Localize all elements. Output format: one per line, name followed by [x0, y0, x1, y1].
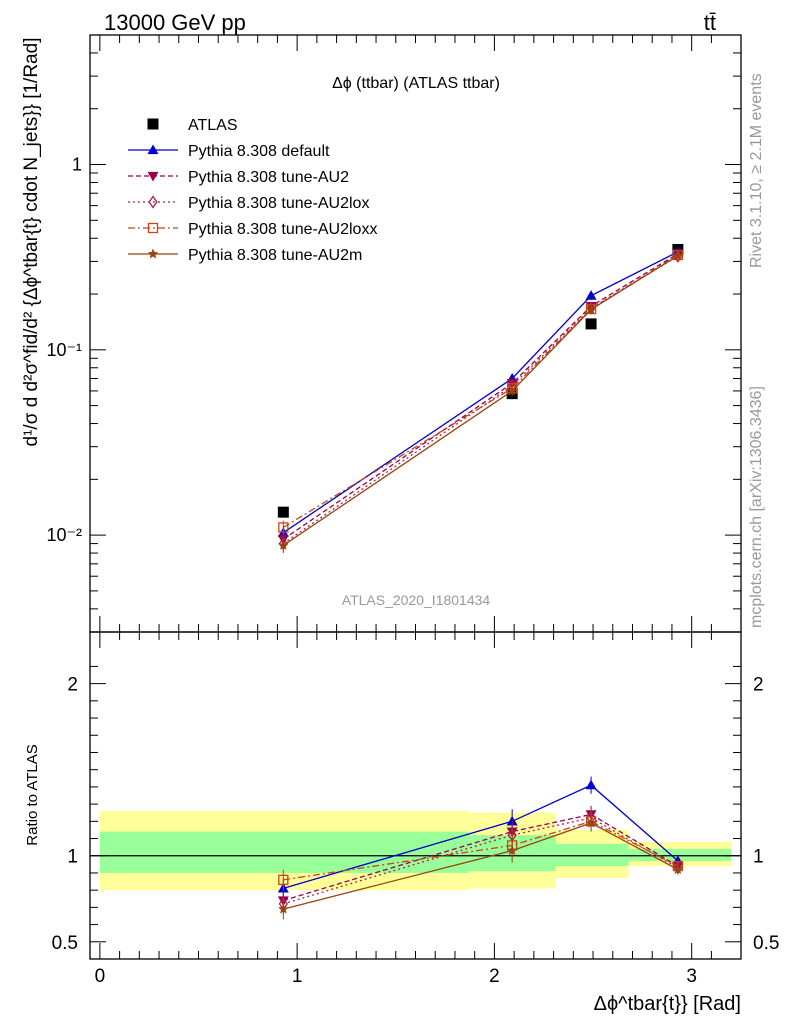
ratio-data-point [585, 817, 597, 828]
main-panel-ticks: 10⁻² 10⁻¹ 1 [46, 34, 741, 633]
ratio-data-point [278, 874, 289, 885]
ratio-panel-ticks: 0.5 0.5 1 1 2 2 0 1 2 3 [52, 632, 779, 987]
data-point [506, 385, 518, 396]
main-y-tick-label: 1 [72, 155, 82, 175]
legend-label: Pythia 8.308 tune-AU2loxx [188, 221, 377, 238]
series-4 [278, 249, 684, 536]
ratio-panel: 0.5 0.5 1 1 2 2 0 1 2 3 [52, 631, 779, 987]
ratio-series-line [283, 784, 679, 890]
legend-item: Pythia 8.308 tune-AU2lox [128, 195, 369, 212]
ratio-panel-series [277, 776, 684, 920]
series-3 [278, 249, 683, 552]
mcplots-label: mcplots.cern.ch [arXiv:1306.3436] [748, 386, 765, 628]
legend-marker [148, 195, 158, 209]
ratio-y-tick-label-left: 0.5 [52, 933, 78, 954]
x-axis-label: Δϕ^tbar{t}} [Rad] [594, 993, 741, 1015]
x-tick-label: 1 [292, 966, 303, 987]
series-0 [277, 243, 684, 518]
ratio-series-line [283, 820, 679, 881]
analysis-watermark: ATLAS_2020_I1801434 [342, 592, 491, 608]
data-point [585, 318, 597, 330]
legend-item: Pythia 8.308 tune-AU2 [128, 169, 349, 186]
main-panel: 10⁻² 10⁻¹ 1 Δϕ (ttbar) (ATLAS ttbar) ATLAS… [46, 34, 742, 633]
legend-marker [147, 144, 159, 155]
ratio-series-line [283, 813, 679, 902]
rivet-version-label: Rivet 3.1.10, ≥ 2.1M events [748, 73, 765, 268]
series-2 [277, 249, 684, 547]
header-left-label: 13000 GeV pp [104, 10, 246, 35]
ratio-y-axis-label: Ratio to ATLAS [24, 744, 41, 845]
series-line [282, 254, 679, 528]
data-point [585, 290, 597, 300]
data-point [278, 522, 289, 533]
legend-label: ATLAS [188, 117, 238, 134]
main-panel-series [277, 243, 684, 553]
x-tick-label: 3 [686, 966, 697, 987]
legend-item: Pythia 8.308 tune-AU2m [128, 247, 362, 264]
ratio-panel-frame [89, 631, 742, 960]
main-y-axis-label: d¹/σ d d²σ^fid/d² {Δϕ^tbar{t} cdot N_jet… [21, 38, 42, 447]
legend-label: Pythia 8.308 default [188, 143, 330, 160]
legend-item: Pythia 8.308 default [128, 143, 330, 160]
legend-marker [147, 118, 159, 130]
ratio-y-tick-label-right: 0.5 [753, 933, 779, 954]
legend-label: Pythia 8.308 tune-AU2lox [188, 195, 369, 212]
ratio-y-tick-label-right: 2 [753, 675, 764, 696]
x-tick-label: 0 [95, 966, 106, 987]
ratio-y-tick-label-left: 2 [67, 675, 78, 696]
ratio-y-tick-label-right: 1 [753, 847, 764, 868]
main-y-tick-label: 10⁻¹ [46, 340, 82, 360]
data-point [277, 506, 289, 518]
data-point [585, 304, 597, 314]
legend-marker [147, 222, 159, 234]
header-right-label: tt̄ [704, 10, 716, 35]
series-5 [278, 250, 684, 553]
legend-item: Pythia 8.308 tune-AU2loxx [128, 221, 377, 238]
ratio-data-point [672, 864, 684, 874]
legend-item: ATLAS [147, 117, 238, 134]
legend: ATLAS Pythia 8.308 default Pythia 8.308 tu… [128, 117, 377, 264]
stat-uncertainty-band [99, 831, 469, 873]
ratio-y-tick-label-left: 1 [67, 847, 78, 868]
ratio-data-point [585, 779, 597, 790]
x-tick-label: 2 [489, 966, 500, 987]
series-line [282, 251, 679, 534]
ratio-data-point [506, 845, 518, 855]
data-point [672, 250, 684, 261]
series-line [282, 255, 679, 546]
main-y-tick-label: 10⁻² [46, 525, 82, 545]
chart-title: Δϕ (ttbar) (ATLAS ttbar) [332, 75, 500, 92]
ratio-series-line [283, 822, 679, 910]
legend-marker [147, 248, 159, 259]
ratio-series-4 [278, 814, 684, 920]
legend-marker [147, 171, 159, 182]
legend-label: Pythia 8.308 tune-AU2 [188, 169, 349, 186]
stat-uncertainty-band [555, 843, 629, 867]
legend-label: Pythia 8.308 tune-AU2m [188, 247, 362, 264]
ratio-data-point [278, 903, 289, 914]
data-point [278, 539, 289, 550]
series-line [282, 253, 679, 540]
ratio-uncertainty-bands [99, 810, 732, 891]
